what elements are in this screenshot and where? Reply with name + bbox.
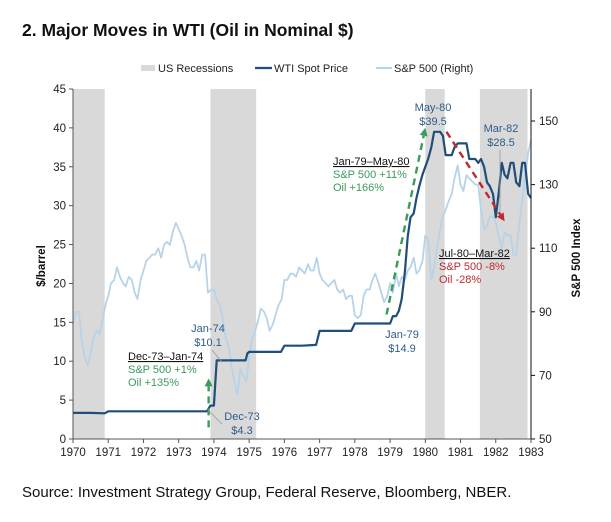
x-tick-label: 1976 — [272, 447, 298, 459]
point-label-value: $28.5 — [487, 137, 515, 149]
y-tick-label: 20 — [53, 278, 66, 290]
point-label-date: Dec-73 — [224, 411, 259, 423]
x-tick-label: 1970 — [60, 447, 86, 459]
x-tick-label: 1979 — [377, 447, 403, 459]
x-tick-label: 1973 — [166, 447, 192, 459]
recession-band — [479, 89, 528, 439]
point-label-dec73: Dec-73 $4.3 — [207, 409, 260, 437]
point-label-date: Mar-82 — [484, 123, 519, 135]
arrow-head — [496, 212, 505, 222]
series-lines — [72, 130, 532, 415]
point-label-date: May-80 — [415, 102, 452, 114]
annotation-sp-change: S&P 500 +1% — [128, 364, 197, 376]
recession-band — [73, 89, 105, 439]
arrow-shaft — [385, 135, 425, 315]
point-label-date: Jan-79 — [385, 329, 419, 341]
annotation-period: Dec-73–Jan-74 — [128, 351, 203, 363]
y-tick-label: 30 — [53, 201, 66, 213]
y2-tick-label: 110 — [539, 243, 557, 255]
x-tick-label: 1978 — [342, 447, 368, 459]
y2-axis-title: S&P 500 Index — [571, 218, 583, 298]
leader-line — [211, 349, 223, 363]
annotation-jul80-mar82: Jul-80–Mar-82 S&P 500 -8% Oil -28% — [439, 248, 510, 286]
y-tick-label: 35 — [53, 162, 66, 174]
annotation-oil-change: Oil -28% — [439, 274, 481, 286]
sp500-line — [72, 139, 532, 396]
x-tick-label: 1974 — [201, 447, 227, 459]
legend-label-sp500: S&P 500 (Right) — [394, 63, 473, 75]
y2-tick-label: 90 — [539, 307, 552, 319]
y-axis-title: $/barrel — [36, 245, 48, 287]
arrow-jan79-may80 — [385, 127, 428, 315]
legend-swatch-recession — [141, 65, 155, 71]
x-tick-label: 1971 — [95, 447, 121, 459]
source-note: Source: Investment Strategy Group, Feder… — [22, 484, 512, 501]
point-label-value: $39.5 — [419, 116, 447, 128]
point-label-jan79: Jan-79 $14.9 — [385, 329, 419, 355]
annotation-oil-change: Oil +135% — [128, 377, 179, 389]
recession-bands — [73, 89, 528, 439]
annotation-oil-change: Oil +166% — [333, 182, 384, 194]
annotation-sp-change: S&P 500 +11% — [333, 169, 407, 181]
annotation-period: Jul-80–Mar-82 — [439, 248, 510, 260]
arrow-shaft — [445, 131, 502, 216]
legend-label-wti: WTI Spot Price — [274, 63, 348, 75]
x-tick-label: 1981 — [448, 447, 474, 459]
y2-tick-label: 130 — [539, 180, 558, 192]
annotation-period: Jan-79–May-80 — [333, 156, 409, 168]
x-tick-label: 1980 — [413, 447, 439, 459]
arrow-head — [419, 127, 428, 137]
y-tick-label: 25 — [53, 240, 66, 252]
leader-line — [207, 409, 223, 425]
y2-tick-label: 50 — [539, 434, 552, 446]
x-tick-label: 1977 — [307, 447, 333, 459]
y-tick-label: 10 — [53, 356, 66, 368]
wti-line — [73, 130, 532, 415]
annotation-arrows — [204, 127, 505, 428]
x-tick-label: 1983 — [518, 447, 544, 459]
point-label-may80: May-80 $39.5 — [415, 102, 452, 128]
annotation-dec73-jan74: Dec-73–Jan-74 S&P 500 +1% Oil +135% — [128, 351, 203, 389]
y-tick-label: 45 — [53, 84, 66, 96]
point-label-value: $4.3 — [231, 425, 252, 437]
y2-tick-label: 70 — [539, 370, 552, 382]
y-tick-label: 5 — [60, 395, 66, 407]
point-label-mar82: Mar-82 $28.5 — [484, 123, 519, 212]
legend-label-recession: US Recessions — [158, 63, 234, 75]
axes: 0 5 10 15 20 25 30 35 40 45 50 70 90 110 130 150 1970 197… — [53, 84, 558, 459]
arrow-dec73-jan74 — [204, 378, 213, 428]
chart-title: 2. Major Moves in WTI (Oil in Nominal $) — [22, 20, 354, 40]
x-tick-label: 1972 — [131, 447, 157, 459]
x-tick-label: 1982 — [483, 447, 509, 459]
point-label-date: Jan-74 — [191, 323, 225, 335]
arrow-head — [204, 378, 213, 387]
y-tick-label: 0 — [60, 434, 66, 446]
point-label-value: $14.9 — [388, 343, 416, 355]
y-tick-label: 40 — [53, 123, 66, 135]
annotation-jan79-may80: Jan-79–May-80 S&P 500 +11% Oil +166% — [333, 156, 409, 194]
y2-tick-label: 150 — [539, 116, 558, 128]
y-tick-label: 15 — [53, 317, 66, 329]
point-label-value: $10.1 — [194, 337, 222, 349]
x-tick-label: 1975 — [236, 447, 262, 459]
point-label-jan74: Jan-74 $10.1 — [191, 323, 225, 363]
annotation-sp-change: S&P 500 -8% — [439, 261, 505, 273]
arrow-jul80-mar82 — [445, 131, 505, 222]
legend: US Recessions WTI Spot Price S&P 500 (Ri… — [141, 63, 473, 75]
recession-band — [210, 89, 257, 439]
